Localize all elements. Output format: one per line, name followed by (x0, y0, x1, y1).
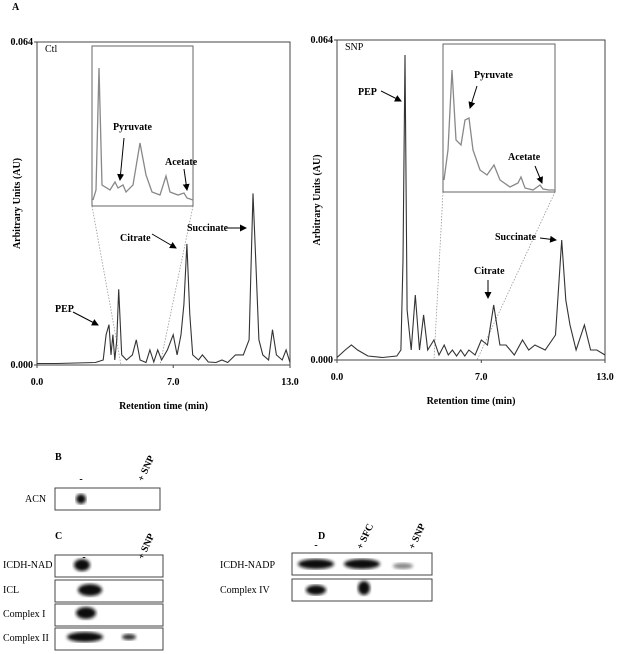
inset-frame (442, 43, 556, 193)
x-tick-label: 13.0 (596, 372, 614, 383)
band (298, 559, 334, 569)
annotation-arrow (117, 137, 125, 181)
row-label: ACN (25, 494, 46, 505)
blot-frame (54, 627, 164, 651)
band (358, 581, 370, 595)
chromatogram-trace (336, 54, 606, 359)
x-tick-label: 13.0 (281, 377, 299, 388)
annotation-arrow (182, 168, 190, 191)
x-tick-label: 0.0 (31, 377, 44, 388)
x-tick-label: 7.0 (167, 377, 180, 388)
blot-frame (54, 554, 164, 578)
panel-label: A (12, 2, 20, 13)
column-label: - (314, 540, 317, 551)
annotation-arrow (534, 165, 543, 184)
inset-frame (91, 45, 194, 207)
annotation: Citrate (474, 266, 505, 277)
row-label: Complex I (3, 609, 46, 620)
column-label: - (79, 474, 82, 485)
annotation: Acetate (508, 152, 541, 163)
y-axis-label: Arbitrary Units (AU) (12, 158, 23, 249)
panel-label: B (55, 452, 62, 463)
x-tick-label: 0.0 (331, 372, 344, 383)
annotation-arrow (72, 311, 99, 326)
row-label: Complex IV (220, 585, 270, 596)
panel-label: D (318, 531, 325, 542)
band (76, 494, 86, 504)
band (76, 607, 96, 619)
x-axis-label: Retention time (min) (119, 401, 208, 412)
y-tick-label: 0.000 (311, 355, 334, 366)
band (306, 585, 326, 595)
band (78, 584, 102, 596)
y-tick-label: 0.064 (311, 35, 334, 46)
inset-guide (91, 205, 194, 366)
y-tick-label: 0.000 (11, 360, 34, 371)
band (393, 563, 413, 569)
band (344, 559, 380, 569)
column-label: - (82, 552, 85, 563)
chart-title: SNP (345, 42, 364, 53)
annotation: Pyruvate (113, 122, 152, 133)
annotation: PEP (358, 87, 377, 98)
chromatogram-trace (37, 193, 291, 365)
column-label: + SNP (136, 454, 157, 483)
inset-trace (92, 67, 194, 201)
annotation-arrow (468, 85, 478, 109)
row-label: ICDH-NADP (220, 560, 275, 571)
y-tick-label: 0.064 (11, 37, 34, 48)
x-tick-label: 7.0 (475, 372, 488, 383)
y-axis-label: Arbitrary Units (AU) (312, 154, 323, 245)
inset-trace (443, 69, 555, 191)
annotation: Succinate (187, 223, 229, 234)
annotation: Pyruvate (474, 70, 513, 81)
annotation: PEP (55, 304, 74, 315)
plot-frame (336, 39, 606, 361)
row-label: Complex II (3, 633, 49, 644)
band (122, 634, 136, 640)
annotation-arrow (151, 233, 177, 249)
x-axis-label: Retention time (min) (427, 396, 516, 407)
row-label: ICL (3, 585, 19, 596)
annotation: Citrate (120, 233, 151, 244)
annotation: Acetate (165, 157, 198, 168)
annotation-arrow (380, 90, 402, 102)
blot-frame (291, 578, 433, 602)
band (67, 632, 103, 642)
blot-frame (54, 603, 164, 627)
panel-label: C (55, 531, 62, 542)
blot-frame (291, 552, 433, 576)
column-label: + SNP (407, 522, 428, 551)
blot-frame (54, 487, 161, 511)
blot-frame (54, 579, 164, 603)
plot-frame (36, 41, 291, 366)
annotation: Succinate (495, 232, 537, 243)
band (74, 559, 90, 571)
column-label: + SFC (355, 522, 376, 551)
row-label: ICDH-NAD (3, 560, 52, 571)
column-label: + SNP (136, 532, 157, 561)
chart-title: Ctl (45, 44, 57, 55)
annotation-arrow (539, 235, 557, 243)
